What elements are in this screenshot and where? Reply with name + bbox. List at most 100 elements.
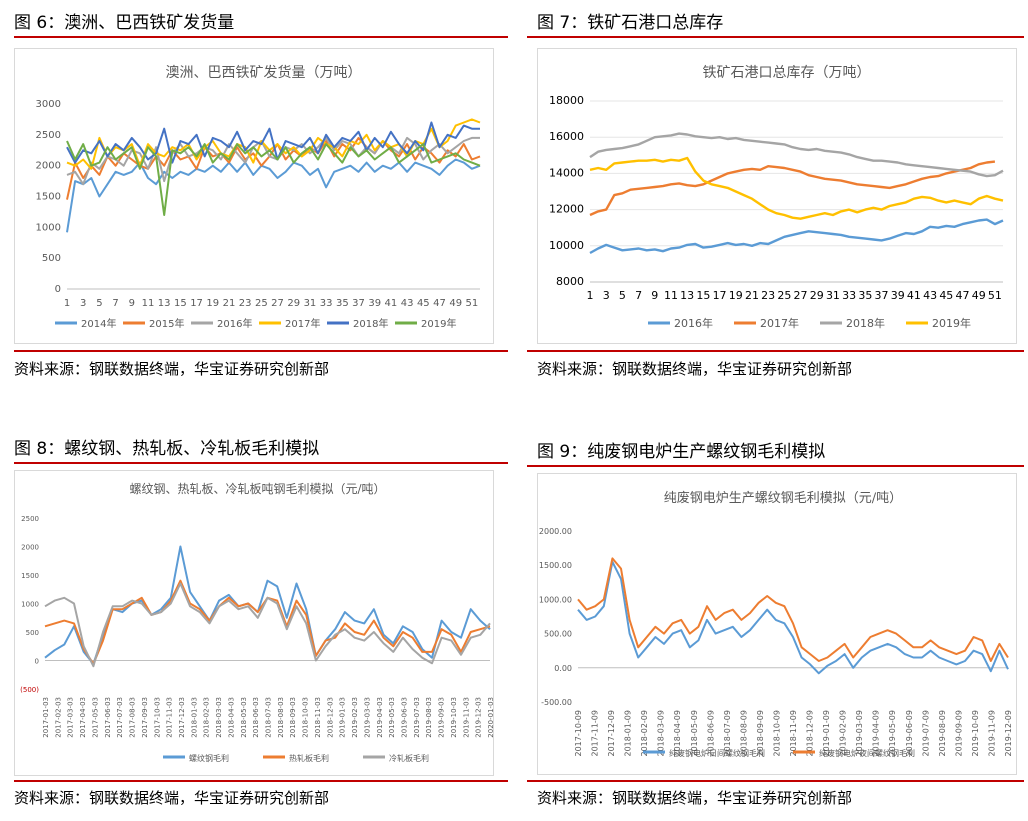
- y-tick-label: 2500: [36, 130, 61, 141]
- x-tick-label: 2017-10-09: [574, 710, 583, 757]
- x-tick-label: 21: [223, 298, 236, 309]
- series-line-1: [66, 158, 481, 233]
- x-tick-label: 2018-11-09: [789, 710, 798, 757]
- y-tick-label: 10000: [549, 239, 584, 252]
- x-tick-label: 7: [112, 298, 118, 309]
- x-tick-label: 1: [64, 298, 70, 309]
- figure-8-bottom-rule: [14, 780, 508, 782]
- y-tick-label: 1000.00: [539, 595, 572, 604]
- x-tick-label: 2018-06-03: [252, 697, 260, 738]
- series-line-4: [589, 156, 1004, 220]
- x-tick-label: 39: [368, 298, 381, 309]
- x-tick-label: 43: [923, 289, 937, 302]
- series-line-1: [577, 560, 1009, 675]
- x-tick-label: 2018-11-03: [314, 697, 322, 738]
- figure-6-chart: 澳洲、巴西铁矿发货量（万吨） 0 500 1000 1500 2000 2500 3000 1 3…: [14, 48, 494, 344]
- legend-label: 2018年: [846, 316, 885, 330]
- x-tick-label: 3: [603, 289, 610, 302]
- x-tick-label: 51: [988, 289, 1002, 302]
- x-tick-label: 41: [907, 289, 921, 302]
- x-tick-label: 2018-07-09: [723, 710, 732, 757]
- x-tick-label: 2020-01-03: [487, 697, 493, 738]
- x-tick-label: 45: [939, 289, 953, 302]
- legend-label: 螺纹钢毛利: [189, 753, 229, 763]
- x-tick-label: 13: [158, 298, 171, 309]
- x-tick-label: 2018-02-03: [203, 697, 211, 738]
- x-tick-label: 2019-04-09: [872, 710, 881, 757]
- x-tick-label: 2017-10-03: [153, 697, 161, 738]
- y-tick-label: 18000: [549, 94, 584, 107]
- x-tick-label: 37: [352, 298, 365, 309]
- y-tick-label: 2000: [36, 161, 61, 172]
- x-tick-label: 2018-12-03: [326, 697, 334, 738]
- x-tick-label: 2017-03-03: [67, 697, 75, 738]
- figure-6-rule: [14, 36, 508, 38]
- x-tick-label: 2017-06-03: [104, 697, 112, 738]
- x-tick-label: 2019-09-09: [954, 710, 963, 757]
- x-tick-label: 23: [239, 298, 252, 309]
- x-tick-label: 43: [401, 298, 414, 309]
- x-tick-label: 2018-05-03: [240, 697, 248, 738]
- x-tick-label: 2019-05-09: [888, 710, 897, 757]
- x-tick-label: 37: [875, 289, 889, 302]
- figure-8-rule: [14, 462, 508, 464]
- legend-label: 2017年: [285, 317, 320, 330]
- y-tick-label: (500): [20, 686, 39, 694]
- x-tick-label: 2019-05-03: [388, 697, 396, 738]
- x-tick-label: 25: [777, 289, 791, 302]
- x-tick-label: 2018-03-09: [657, 710, 666, 757]
- y-tick-label: 16000: [549, 130, 584, 143]
- x-tick-label: 41: [385, 298, 398, 309]
- figure-9-rule: [527, 465, 1024, 467]
- x-tick-label: 2019-01-09: [822, 710, 831, 757]
- y-tick-label: 500.00: [544, 630, 572, 639]
- x-tick-label: 2019-08-09: [938, 710, 947, 757]
- x-tick-label: 2017-08-03: [129, 697, 137, 738]
- figure-7-title: 图 7：铁矿石港口总库存: [537, 13, 724, 33]
- x-tick-label: 5: [619, 289, 626, 302]
- x-tick-label: 17: [190, 298, 203, 309]
- x-tick-label: 2019-11-03: [462, 697, 470, 738]
- x-tick-label: 2019-02-09: [839, 710, 848, 757]
- legend-label: 热轧板毛利: [289, 753, 329, 763]
- x-tick-label: 23: [761, 289, 775, 302]
- x-tick-label: 2018-12-09: [806, 710, 815, 757]
- series-line-3: [66, 136, 480, 186]
- x-tick-label: 49: [449, 298, 462, 309]
- figure-7-bottom-rule: [527, 350, 1024, 352]
- x-tick-label: 2017-05-03: [91, 697, 99, 738]
- x-tick-label: 31: [304, 298, 317, 309]
- y-tick-label: 1000: [36, 222, 61, 233]
- y-tick-label: 8000: [556, 275, 584, 288]
- x-tick-label: 2019-02-03: [351, 697, 359, 738]
- x-tick-label: 29: [287, 298, 300, 309]
- series-line-6: [66, 140, 481, 216]
- y-tick-label: 2000.00: [539, 527, 572, 536]
- x-tick-label: 15: [174, 298, 187, 309]
- x-tick-label: 2018-06-09: [706, 710, 715, 757]
- series-line-2: [66, 136, 481, 200]
- x-tick-label: 2018-10-03: [302, 697, 310, 738]
- x-tick-label: 2017-11-09: [591, 710, 600, 757]
- x-tick-label: 2019-03-03: [363, 697, 371, 738]
- x-tick-label: 2017-04-03: [79, 697, 87, 738]
- x-tick-label: 2019-08-03: [425, 697, 433, 738]
- x-tick-label: 2019-12-09: [1004, 710, 1013, 757]
- x-tick-label: 2018-07-03: [265, 697, 273, 738]
- series-line-2: [589, 160, 996, 217]
- x-tick-label: 2017-01-03: [42, 697, 50, 738]
- legend-label: 2018年: [353, 317, 388, 330]
- y-tick-label: 0: [55, 284, 61, 295]
- x-tick-label: 5: [96, 298, 102, 309]
- x-tick-label: 21: [745, 289, 759, 302]
- x-tick-label: 2018-01-03: [190, 697, 198, 738]
- x-tick-label: 19: [206, 298, 219, 309]
- series-line-2: [577, 557, 1009, 662]
- figure-6-bottom-rule: [14, 350, 508, 352]
- x-tick-label: 25: [255, 298, 268, 309]
- legend-label: 纯废钢电炉日间螺纹钢毛利: [669, 748, 765, 758]
- x-tick-label: 2019-10-09: [971, 710, 980, 757]
- x-tick-label: 2019-06-09: [905, 710, 914, 757]
- x-tick-label: 2018-08-09: [739, 710, 748, 757]
